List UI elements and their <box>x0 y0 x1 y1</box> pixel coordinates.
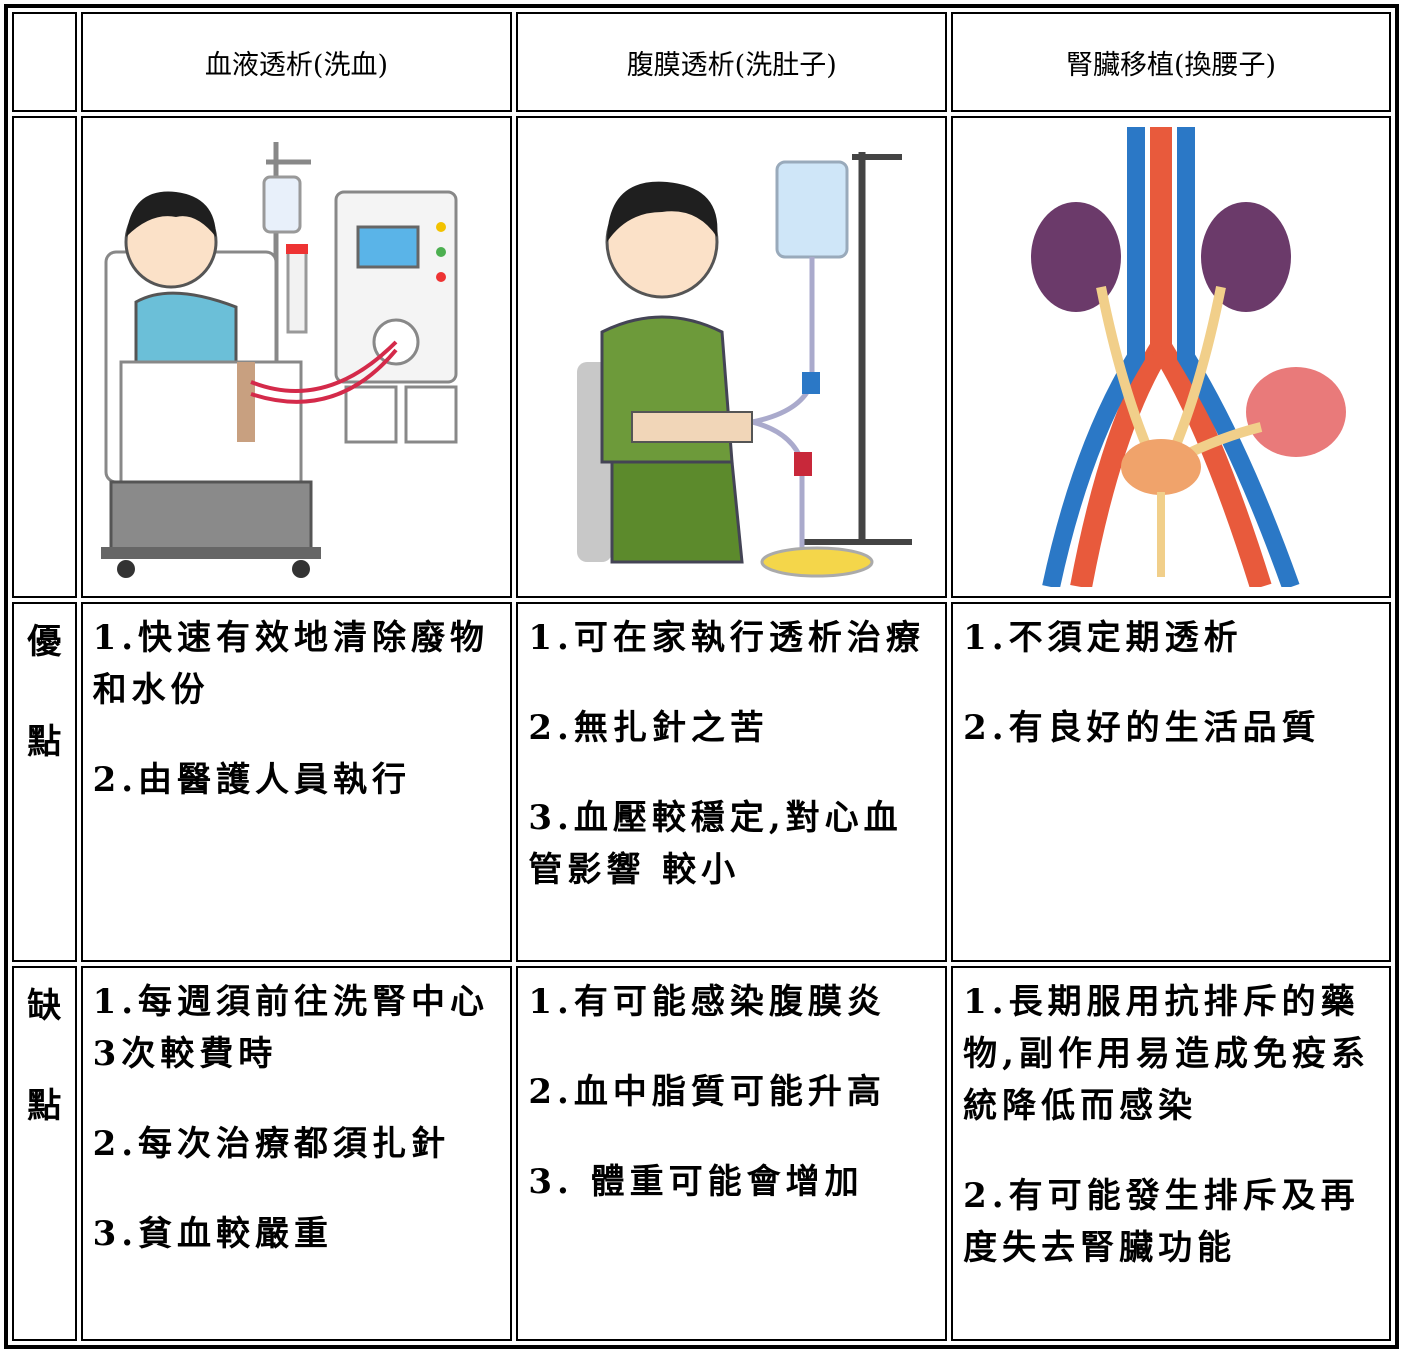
list-item: 1.快速有效地清除廢物和水份 <box>92 618 490 710</box>
list-item: 2.無扎針之苦 <box>528 708 769 748</box>
list-item: 3. 體重可能會增加 <box>528 1161 864 1202</box>
hemodialysis-illustration <box>101 142 458 578</box>
comparison-table: 血液透析(洗血) 腹膜透析(洗肚子) 腎臟移植(換腰子) <box>4 4 1399 1349</box>
peritoneal-illustration <box>576 152 912 578</box>
list-item: 3.貧血較嚴重 <box>92 1213 334 1254</box>
list-item: 1.有可能感染腹膜炎 <box>528 981 886 1022</box>
header-row: 血液透析(洗血) 腹膜透析(洗肚子) 腎臟移植(換腰子) <box>12 12 1391 112</box>
list-item: 3.血壓較穩定,對心血管影響 較小 <box>528 798 903 890</box>
text-cell: 1.不須定期透析 2.有良好的生活品質 <box>951 602 1391 962</box>
transplant-illustration <box>1031 127 1347 587</box>
list-item: 2.有可能發生排斥及再度失去腎臟功能 <box>963 1175 1360 1268</box>
text-cell: 1.可在家執行透析治療 2.無扎針之苦 3.血壓較穩定,對心血管影響 較小 <box>516 602 948 962</box>
image-cell <box>80 116 513 598</box>
list-item: 2.血中脂質可能升高 <box>528 1071 886 1112</box>
disadvantages-row: 缺點 1.每週須前往洗腎中心3次較費時 2.每次治療都須扎針 3.貧血較嚴重 1.有… <box>12 965 1391 1341</box>
list-item: 1.不須定期透析 <box>963 618 1243 658</box>
text-cell: 1.快速有效地清除廢物和水份 2.由醫護人員執行 <box>80 602 513 962</box>
row-label-text: 缺點 <box>27 985 62 1126</box>
text-cell: 1.每週須前往洗腎中心3次較費時 2.每次治療都須扎針 3.貧血較嚴重 <box>80 965 513 1341</box>
image-cell <box>951 116 1391 598</box>
row-label-text: 優點 <box>27 622 62 762</box>
text-cell: 1.長期服用抗排斥的藥物,副作用易造成免疫系統降低而感染 2.有可能發生排斥及再度… <box>951 965 1391 1341</box>
row-label: 缺點 <box>12 965 77 1341</box>
row-label: 優點 <box>12 602 77 962</box>
text-cell: 1.有可能感染腹膜炎 2.血中脂質可能升高 3. 體重可能會增加 <box>516 965 948 1341</box>
list-item: 2.有良好的生活品質 <box>963 708 1321 748</box>
header-cell: 腎臟移植(換腰子) <box>951 12 1391 112</box>
list-item: 2.由醫護人員執行 <box>92 760 412 800</box>
empty-cell <box>12 116 77 598</box>
list-item: 1.長期服用抗排斥的藥物,副作用易造成免疫系統降低而感染 <box>963 981 1370 1126</box>
corner-cell <box>12 12 77 112</box>
image-cell <box>516 116 948 598</box>
header-cell: 腹膜透析(洗肚子) <box>516 12 948 112</box>
list-item: 2.每次治療都須扎針 <box>92 1123 451 1164</box>
list-item: 1.可在家執行透析治療 <box>528 618 925 658</box>
image-row <box>12 116 1391 598</box>
advantages-row: 優點 1.快速有效地清除廢物和水份 2.由醫護人員執行 1.可在家執行透析治療 2.… <box>12 602 1391 962</box>
list-item: 1.每週須前往洗腎中心3次較費時 <box>92 981 490 1074</box>
header-cell: 血液透析(洗血) <box>80 12 513 112</box>
